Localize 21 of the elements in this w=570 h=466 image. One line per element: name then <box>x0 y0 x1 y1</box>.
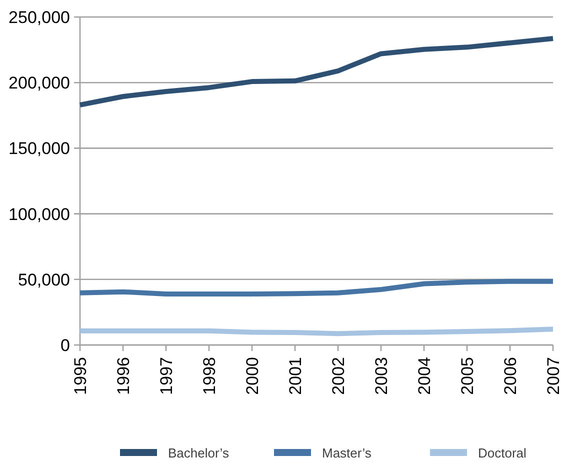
x-tick-label: 1997 <box>156 357 176 395</box>
y-tick-label: 0 <box>60 336 70 355</box>
x-tick-label: 1996 <box>114 357 133 395</box>
y-tick-label: 200,000 <box>8 74 70 93</box>
x-tick-label: 2000 <box>242 357 262 395</box>
x-tick-label: 2007 <box>544 357 563 395</box>
x-tick-label: 2002 <box>328 357 348 395</box>
x-tick-label: 2001 <box>286 357 305 395</box>
x-tick-label: 1998 <box>200 357 219 395</box>
y-tick-label: 50,000 <box>18 270 70 290</box>
x-tick-label: 2004 <box>414 357 434 395</box>
x-tick-label: 2005 <box>458 357 477 395</box>
legend-label: Master’s <box>322 446 372 461</box>
legend-label: Bachelor’s <box>168 446 230 461</box>
x-tick-label: 2006 <box>500 357 520 395</box>
x-tick-label: 1995 <box>70 357 90 395</box>
y-tick-label: 150,000 <box>8 139 70 158</box>
y-tick-label: 100,000 <box>8 204 70 224</box>
y-tick-label: 250,000 <box>8 8 70 27</box>
legend-label: Doctoral <box>478 446 527 461</box>
x-tick-label: 2003 <box>372 357 391 395</box>
